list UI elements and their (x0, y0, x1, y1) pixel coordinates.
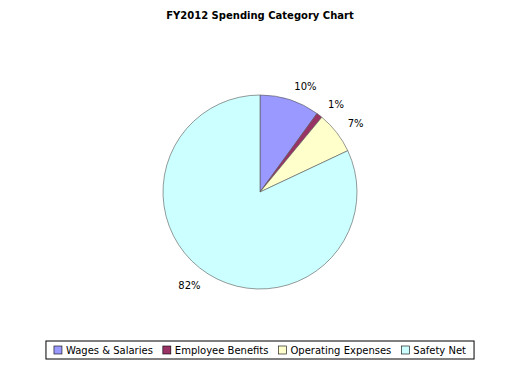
legend-label: Employee Benefits (175, 345, 269, 356)
legend-box (46, 341, 474, 359)
legend-swatch (278, 346, 286, 354)
data-label: 7% (348, 118, 364, 129)
legend-swatch (54, 346, 62, 354)
legend-swatch (163, 346, 171, 354)
legend-item: Safety Net (401, 345, 466, 356)
legend-swatch (401, 346, 409, 354)
slice (163, 95, 357, 289)
data-labels: 10% 1% 7% 82% (178, 81, 363, 291)
data-label: 1% (328, 99, 344, 110)
legend-item: Wages & Salaries (54, 345, 153, 356)
legend: Wages & Salaries Employee Benefits Operati… (46, 341, 474, 359)
legend-item: Employee Benefits (163, 345, 269, 356)
legend-item: Operating Expenses (278, 345, 391, 356)
title: FY2012 Spending Category Chart (166, 10, 354, 21)
pie (163, 95, 357, 289)
legend-label: Operating Expenses (290, 345, 391, 356)
chart: FY2012 Spending Category Chart 10% 1% 7% 82%… (0, 0, 520, 373)
data-label: 10% (294, 81, 316, 92)
legend-label: Wages & Salaries (66, 345, 153, 356)
data-label: 82% (178, 280, 200, 291)
legend-label: Safety Net (413, 345, 466, 356)
